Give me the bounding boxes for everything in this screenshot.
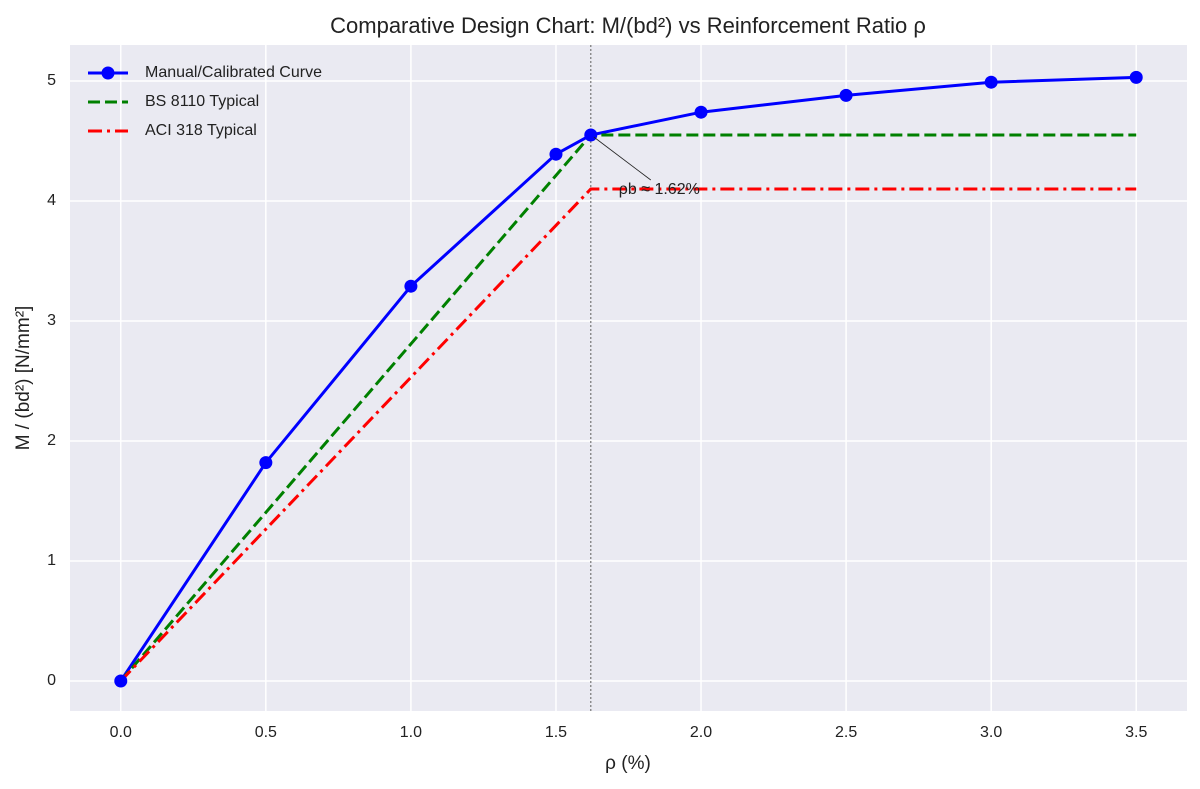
x-tick-label: 0.0 <box>110 724 132 741</box>
legend-label: BS 8110 Typical <box>145 93 259 110</box>
x-tick-label: 2.0 <box>690 724 712 741</box>
data-point <box>584 128 598 142</box>
y-tick-label: 0 <box>47 672 56 689</box>
data-point <box>404 279 418 293</box>
x-tick-label: 1.5 <box>545 724 567 741</box>
marks: ρb ≈ 1.62% <box>114 45 1143 711</box>
y-tick-label: 2 <box>47 432 56 449</box>
data-point <box>549 147 563 161</box>
y-tick-label: 4 <box>47 192 56 209</box>
y-axis-label: M / (bd²) [N/mm²] <box>13 306 34 451</box>
data-point <box>1129 70 1143 84</box>
y-tick-label: 5 <box>47 72 56 89</box>
data-point <box>259 456 273 470</box>
legend-label: ACI 318 Typical <box>145 122 257 139</box>
legend-label: Manual/Calibrated Curve <box>145 64 322 81</box>
x-tick-label: 3.5 <box>1125 724 1147 741</box>
y-tick-label: 3 <box>47 312 56 329</box>
data-point <box>984 75 998 89</box>
x-tick-label: 3.0 <box>980 724 1002 741</box>
data-point <box>694 105 708 119</box>
plot-area <box>70 45 1187 711</box>
x-tick-label: 0.5 <box>255 724 277 741</box>
x-axis-label: ρ (%) <box>605 753 651 774</box>
x-tick-label: 1.0 <box>400 724 422 741</box>
series-line <box>119 187 1137 683</box>
data-point <box>114 674 128 688</box>
data-point <box>839 88 853 102</box>
y-tick-label: 1 <box>47 552 56 569</box>
annotation-arrow <box>593 136 652 181</box>
legend: Manual/Calibrated Curve BS 8110 Typical AC… <box>88 64 322 139</box>
annotation: ρb ≈ 1.62% <box>619 181 700 198</box>
legend-marker <box>101 66 115 80</box>
chart-title: Comparative Design Chart: M/(bd²) vs Rei… <box>330 13 926 38</box>
x-tick-label: 2.5 <box>835 724 857 741</box>
